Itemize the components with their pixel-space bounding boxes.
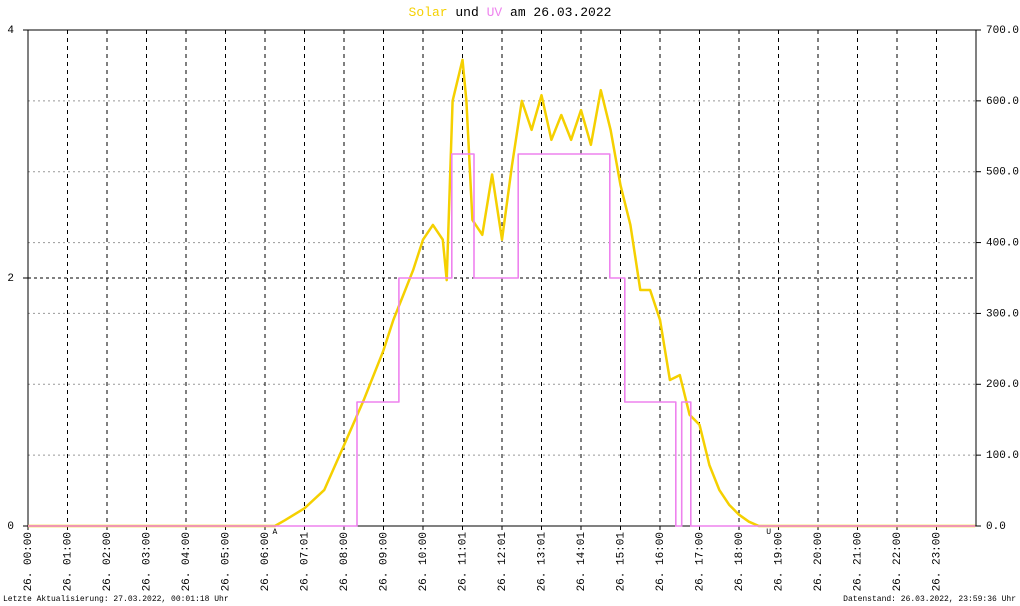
x-tick-label: 26. 12:01 <box>497 532 509 592</box>
x-tick-label: 26. 06:00 <box>260 532 272 591</box>
series-line <box>28 58 976 528</box>
x-tick-label: 26. 19:00 <box>773 532 785 591</box>
title-date: am 26.03.2022 <box>510 5 611 20</box>
x-tick-label: 26. 22:00 <box>892 532 904 591</box>
x-tick-label: 26. 23:00 <box>931 532 943 591</box>
y2-tick-label: 100.0 <box>986 450 1019 462</box>
y2-tick-label: 600.0 <box>986 96 1019 108</box>
y-tick-label: 2 <box>7 273 14 285</box>
x-tick-label: 26. 05:00 <box>220 532 232 591</box>
x-tick-label: 26. 01:00 <box>62 532 74 591</box>
x-tick-label: 26. 00:00 <box>23 532 35 591</box>
x-tick-label: 26. 11:01 <box>457 532 469 592</box>
x-tick-label: 26. 09:00 <box>378 532 390 591</box>
title-series: Solar <box>409 5 448 20</box>
x-tick-label: 26. 13:01 <box>536 532 548 592</box>
y-tick-label: 4 <box>7 25 14 37</box>
footer-right: Datenstand: 26.03.2022, 23:59:36 Uhr <box>843 595 1016 604</box>
y2-tick-label: 0.0 <box>986 521 1006 533</box>
title-word: und <box>455 5 478 20</box>
annotation: A <box>272 528 277 537</box>
series-line <box>28 153 976 527</box>
y2-tick-label: 400.0 <box>986 237 1019 249</box>
chart-title: Solar und UV am 26.03.2022 <box>409 5 612 20</box>
annotation: U <box>766 528 771 537</box>
y-tick-label: 0 <box>7 521 14 533</box>
y2-tick-label: 700.0 <box>986 25 1019 37</box>
x-tick-label: 26. 03:00 <box>141 532 153 591</box>
y2-tick-label: 200.0 <box>986 379 1019 391</box>
x-tick-label: 26. 16:00 <box>655 532 667 591</box>
y2-tick-label: 300.0 <box>986 308 1019 320</box>
x-tick-label: 26. 14:01 <box>576 532 588 592</box>
x-tick-label: 26. 02:00 <box>102 532 114 591</box>
x-tick-label: 26. 15:01 <box>615 532 627 592</box>
x-tick-label: 26. 18:00 <box>734 532 746 591</box>
footer-left: Letzte Aktualisierung: 27.03.2022, 00:01… <box>3 595 229 604</box>
x-tick-label: 26. 08:00 <box>339 532 351 591</box>
x-tick-label: 26. 10:00 <box>418 532 430 591</box>
y2-tick-label: 500.0 <box>986 167 1019 179</box>
title-series: UV <box>487 5 503 20</box>
x-tick-label: 26. 07:01 <box>299 532 311 592</box>
plot-frame <box>27 29 977 527</box>
x-tick-label: 26. 04:00 <box>181 532 193 591</box>
x-tick-label: 26. 17:00 <box>694 532 706 591</box>
x-tick-label: 26. 20:00 <box>813 532 825 591</box>
x-tick-label: 26. 21:00 <box>852 532 864 591</box>
